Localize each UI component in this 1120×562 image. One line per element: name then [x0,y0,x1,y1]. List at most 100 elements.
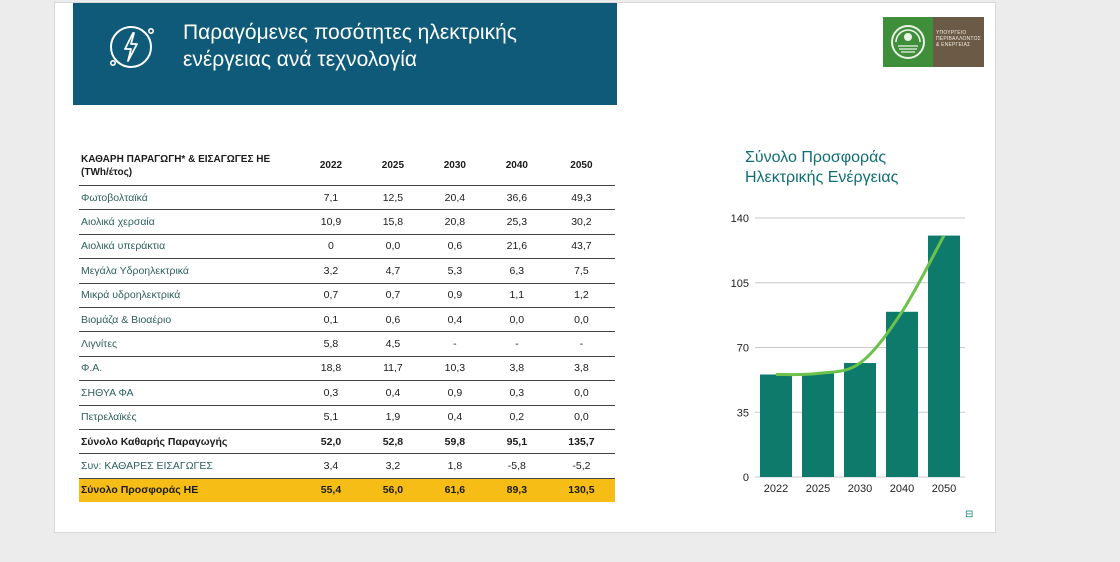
table-cell: 52,0 [300,429,362,455]
slide: Παραγόμενες ποσότητες ηλεκτρικής ενέργει… [54,2,996,533]
bar-2022 [760,374,792,477]
row-label: Πετρελαϊκές [79,405,300,430]
trend-line [775,234,946,377]
table-cell: 95,1 [485,429,548,455]
table-cell: 5,8 [300,331,362,357]
table-cell: 89,3 [485,478,548,503]
y-tick-label: 35 [737,407,749,419]
table-cell: 3,2 [300,258,362,284]
table-cell: 0,4 [423,307,486,333]
table-cell: 5,1 [300,405,362,430]
ministry-logo: ΥΠΟΥΡΓΕΙΟ ΠΕΡΙΒΑΛΛΟΝΤΟΣ & ΕΝΕΡΓΕΙΑΣ [883,17,984,67]
table-cell: 49,3 [547,185,615,211]
table-cell: 4,7 [361,258,424,284]
table-cell: 30,2 [547,209,615,235]
title-banner: Παραγόμενες ποσότητες ηλεκτρικής ενέργει… [73,3,617,105]
table-cell: 0,3 [485,380,548,406]
table-cell: -5,2 [547,453,615,479]
table-cell: - [485,331,548,357]
row-label: Φ.Α. [79,356,300,382]
table-cell: 0,4 [423,405,486,430]
table-row: Μικρά υδροηλεκτρικά 0,7 0,7 0,9 1,1 1,2 [79,283,615,308]
table-cell: 1,9 [361,405,424,430]
table-cell: 130,5 [547,478,615,503]
row-label: Αιολικά χερσαία [79,209,300,235]
title-line-1: Παραγόμενες ποσότητες ηλεκτρικής [183,21,517,44]
row-label: Μεγάλα Υδροηλεκτρικά [79,258,300,284]
row-label: Σύνολο Καθαρής Παραγωγής [79,429,300,455]
bar-2050 [928,235,960,477]
table-cell: 0,3 [300,380,362,406]
table-cell: 6,3 [485,258,548,284]
table-row: Συν: ΚΑΘΑΡΕΣ ΕΙΣΑΓΩΓΕΣ 3,4 3,2 1,8 -5,8 -5,2 [79,453,615,479]
supply-bar-chart: 0 35 70 105 140 2022 2025 2030 2040 2050 [731,213,965,495]
table-row: Λιγνίτες 5,8 4,5- - - [79,331,615,357]
total-row: Σύνολο Καθαρής Παραγωγής 52,0 52,8 59,8 95,1… [79,429,615,455]
row-label: Μικρά υδροηλεκτρικά [79,283,300,308]
table-cell: 59,8 [423,429,486,455]
table-cell: 3,8 [547,356,615,382]
table-cell: 135,7 [547,429,615,455]
table-cell: 1,8 [423,453,486,479]
year-header: 2050 [547,146,615,186]
row-label: Συν: ΚΑΘΑΡΕΣ ΕΙΣΑΓΩΓΕΣ [79,453,300,479]
table-cell: 12,5 [361,185,424,211]
row-label: Λιγνίτες [79,331,300,357]
table-cell: 0,0 [485,307,548,333]
year-header: 2025 [361,146,424,186]
row-label: ΣΗΘΥΑ ΦΑ [79,380,300,406]
x-tick-label: 2030 [848,483,872,495]
table-row: Φωτοβολταϊκά 7,1 12,5 20,4 36,6 49,3 [79,185,615,211]
table-cell: 0,0 [361,234,424,260]
supply-row: Σύνολο Προσφοράς ΗΕ 55,4 56,0 61,6 89,3 130,5 [79,478,615,503]
row-label: Βιομάζα & Βιοαέριο [79,307,300,333]
table-cell: 0,7 [361,283,424,308]
bar-2040 [886,311,918,477]
chart-title-line-1: Σύνολο Προσφοράς [745,149,887,166]
y-tick-label: 105 [731,278,749,290]
table-cell: - [423,331,486,357]
row-label: Σύνολο Προσφοράς ΗΕ [79,478,300,503]
table-cell: 0,6 [361,307,424,333]
table-cell: 21,6 [485,234,548,260]
table-cell: 7,5 [547,258,615,284]
table-cell: 4,5 [361,331,424,357]
table-row: Αιολικά χερσαία 10,9 15,8 20,8 25,3 30,2 [79,209,615,235]
bolt-plug-icon [110,26,154,68]
row-label: Αιολικά υπεράκτια [79,234,300,260]
title-line-2: ενέργειας ανά τεχνολογία [183,48,418,71]
table-cell: 11,7 [361,356,424,382]
table-cell: 55,4 [300,478,362,503]
table-cell: 36,6 [485,185,548,211]
table-header-label: ΚΑΘΑΡΗ ΠΑΡΑΓΩΓΗ* & ΕΙΣΑΓΩΓΕΣ ΗΕ (TWh/έτο… [79,146,300,186]
row-label: Φωτοβολταϊκά [79,185,300,211]
chart-title: Σύνολο Προσφοράς Ηλεκτρικής Ενέργειας [745,148,898,188]
table-cell: 0,1 [300,307,362,333]
year-header: 2030 [423,146,486,186]
table-row: ΣΗΘΥΑ ΦΑ 0,3 0,4 0,9 0,3 0,0 [79,380,615,406]
table-cell: 0,0 [547,405,615,430]
table-cell: 3,8 [485,356,548,382]
y-tick-label: 0 [743,472,749,484]
energy-table: ΚΑΘΑΡΗ ΠΑΡΑΓΩΓΗ* & ΕΙΣΑΓΩΓΕΣ ΗΕ (TWh/έτο… [79,146,615,503]
table-cell: 3,4 [300,453,362,479]
table-row: Πετρελαϊκές 5,1 1,9 0,4 0,2 0,0 [79,405,615,430]
page-icon: ⊟ [965,509,974,520]
x-tick-label: 2025 [806,483,830,495]
table-cell: 3,2 [361,453,424,479]
chart-title-line-2: Ηλεκτρικής Ενέργειας [745,169,899,186]
y-tick-label: 70 [737,343,749,355]
table-row: Φ.Α. 18,8 11,7 10,3 3,8 3,8 [79,356,615,382]
table-cell: 0,9 [423,380,486,406]
x-tick-label: 2040 [890,483,914,495]
table-cell: 25,3 [485,209,548,235]
table-cell: 0,7 [300,283,362,308]
table-cell: 5,3 [423,258,486,284]
table-row: Μεγάλα Υδροηλεκτρικά 3,2 4,7 5,3 6,3 7,5 [79,258,615,284]
bar-2030 [844,363,876,477]
table-cell: 20,4 [423,185,486,211]
logo-mark-icon [883,17,933,67]
x-tick-label: 2050 [932,483,956,495]
table-cell: -5,8 [485,453,548,479]
table-cell: 0 [300,234,362,260]
